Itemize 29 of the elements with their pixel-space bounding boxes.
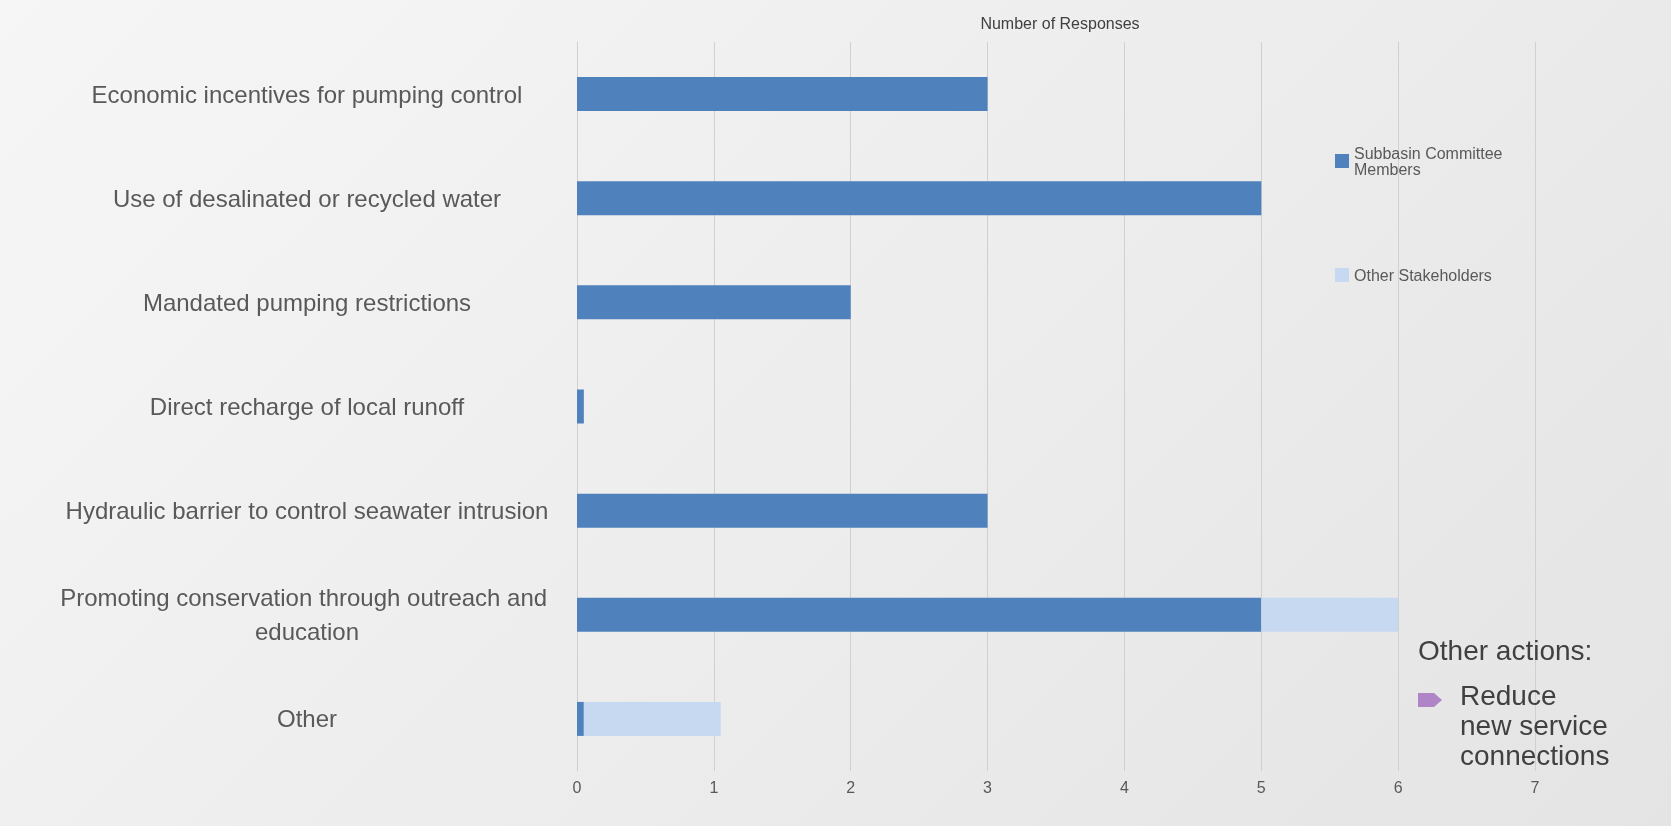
bar: [577, 389, 584, 424]
x-tick-label: 3: [983, 778, 993, 796]
x-tick-label: 0: [572, 778, 582, 796]
bar: [577, 181, 1262, 216]
bar: [1261, 597, 1399, 632]
y-tick-label: Direct recharge of local runoff: [149, 393, 465, 420]
y-tick-label: Use of desalinated or recycled water: [112, 184, 502, 212]
y-tick-label: Mandated pumping restrictions: [142, 288, 472, 316]
bar: [577, 493, 988, 528]
x-tick-label: 2: [846, 778, 856, 796]
bar: [577, 285, 851, 320]
x-tick-label: 5: [1256, 778, 1266, 796]
chart-title: Number of Responses: [980, 14, 1140, 32]
annotation: Reduce new service connections: [1460, 680, 1610, 771]
bar: [577, 597, 1262, 632]
legend-label: Subbasin Committee Members: [1354, 144, 1503, 178]
legend-label: Other Stakeholders: [1354, 266, 1492, 284]
x-tick-label: 7: [1530, 778, 1540, 796]
y-tick-label: Other: [276, 705, 338, 733]
bar: [577, 77, 988, 112]
y-tick-label: Hydraulic barrier to control seawater intrusion: [65, 497, 549, 525]
bar: [577, 701, 584, 736]
y-tick-label: Economic incentives for pumping control: [91, 80, 523, 108]
x-tick-label: 1: [709, 778, 719, 796]
bar: [583, 701, 721, 736]
y-tick-label: Promoting conservation through outreach and education: [60, 584, 554, 646]
x-tick-label: 6: [1393, 778, 1403, 796]
x-tick-label: 4: [1119, 778, 1129, 796]
annotation: Other actions:: [1418, 635, 1594, 667]
